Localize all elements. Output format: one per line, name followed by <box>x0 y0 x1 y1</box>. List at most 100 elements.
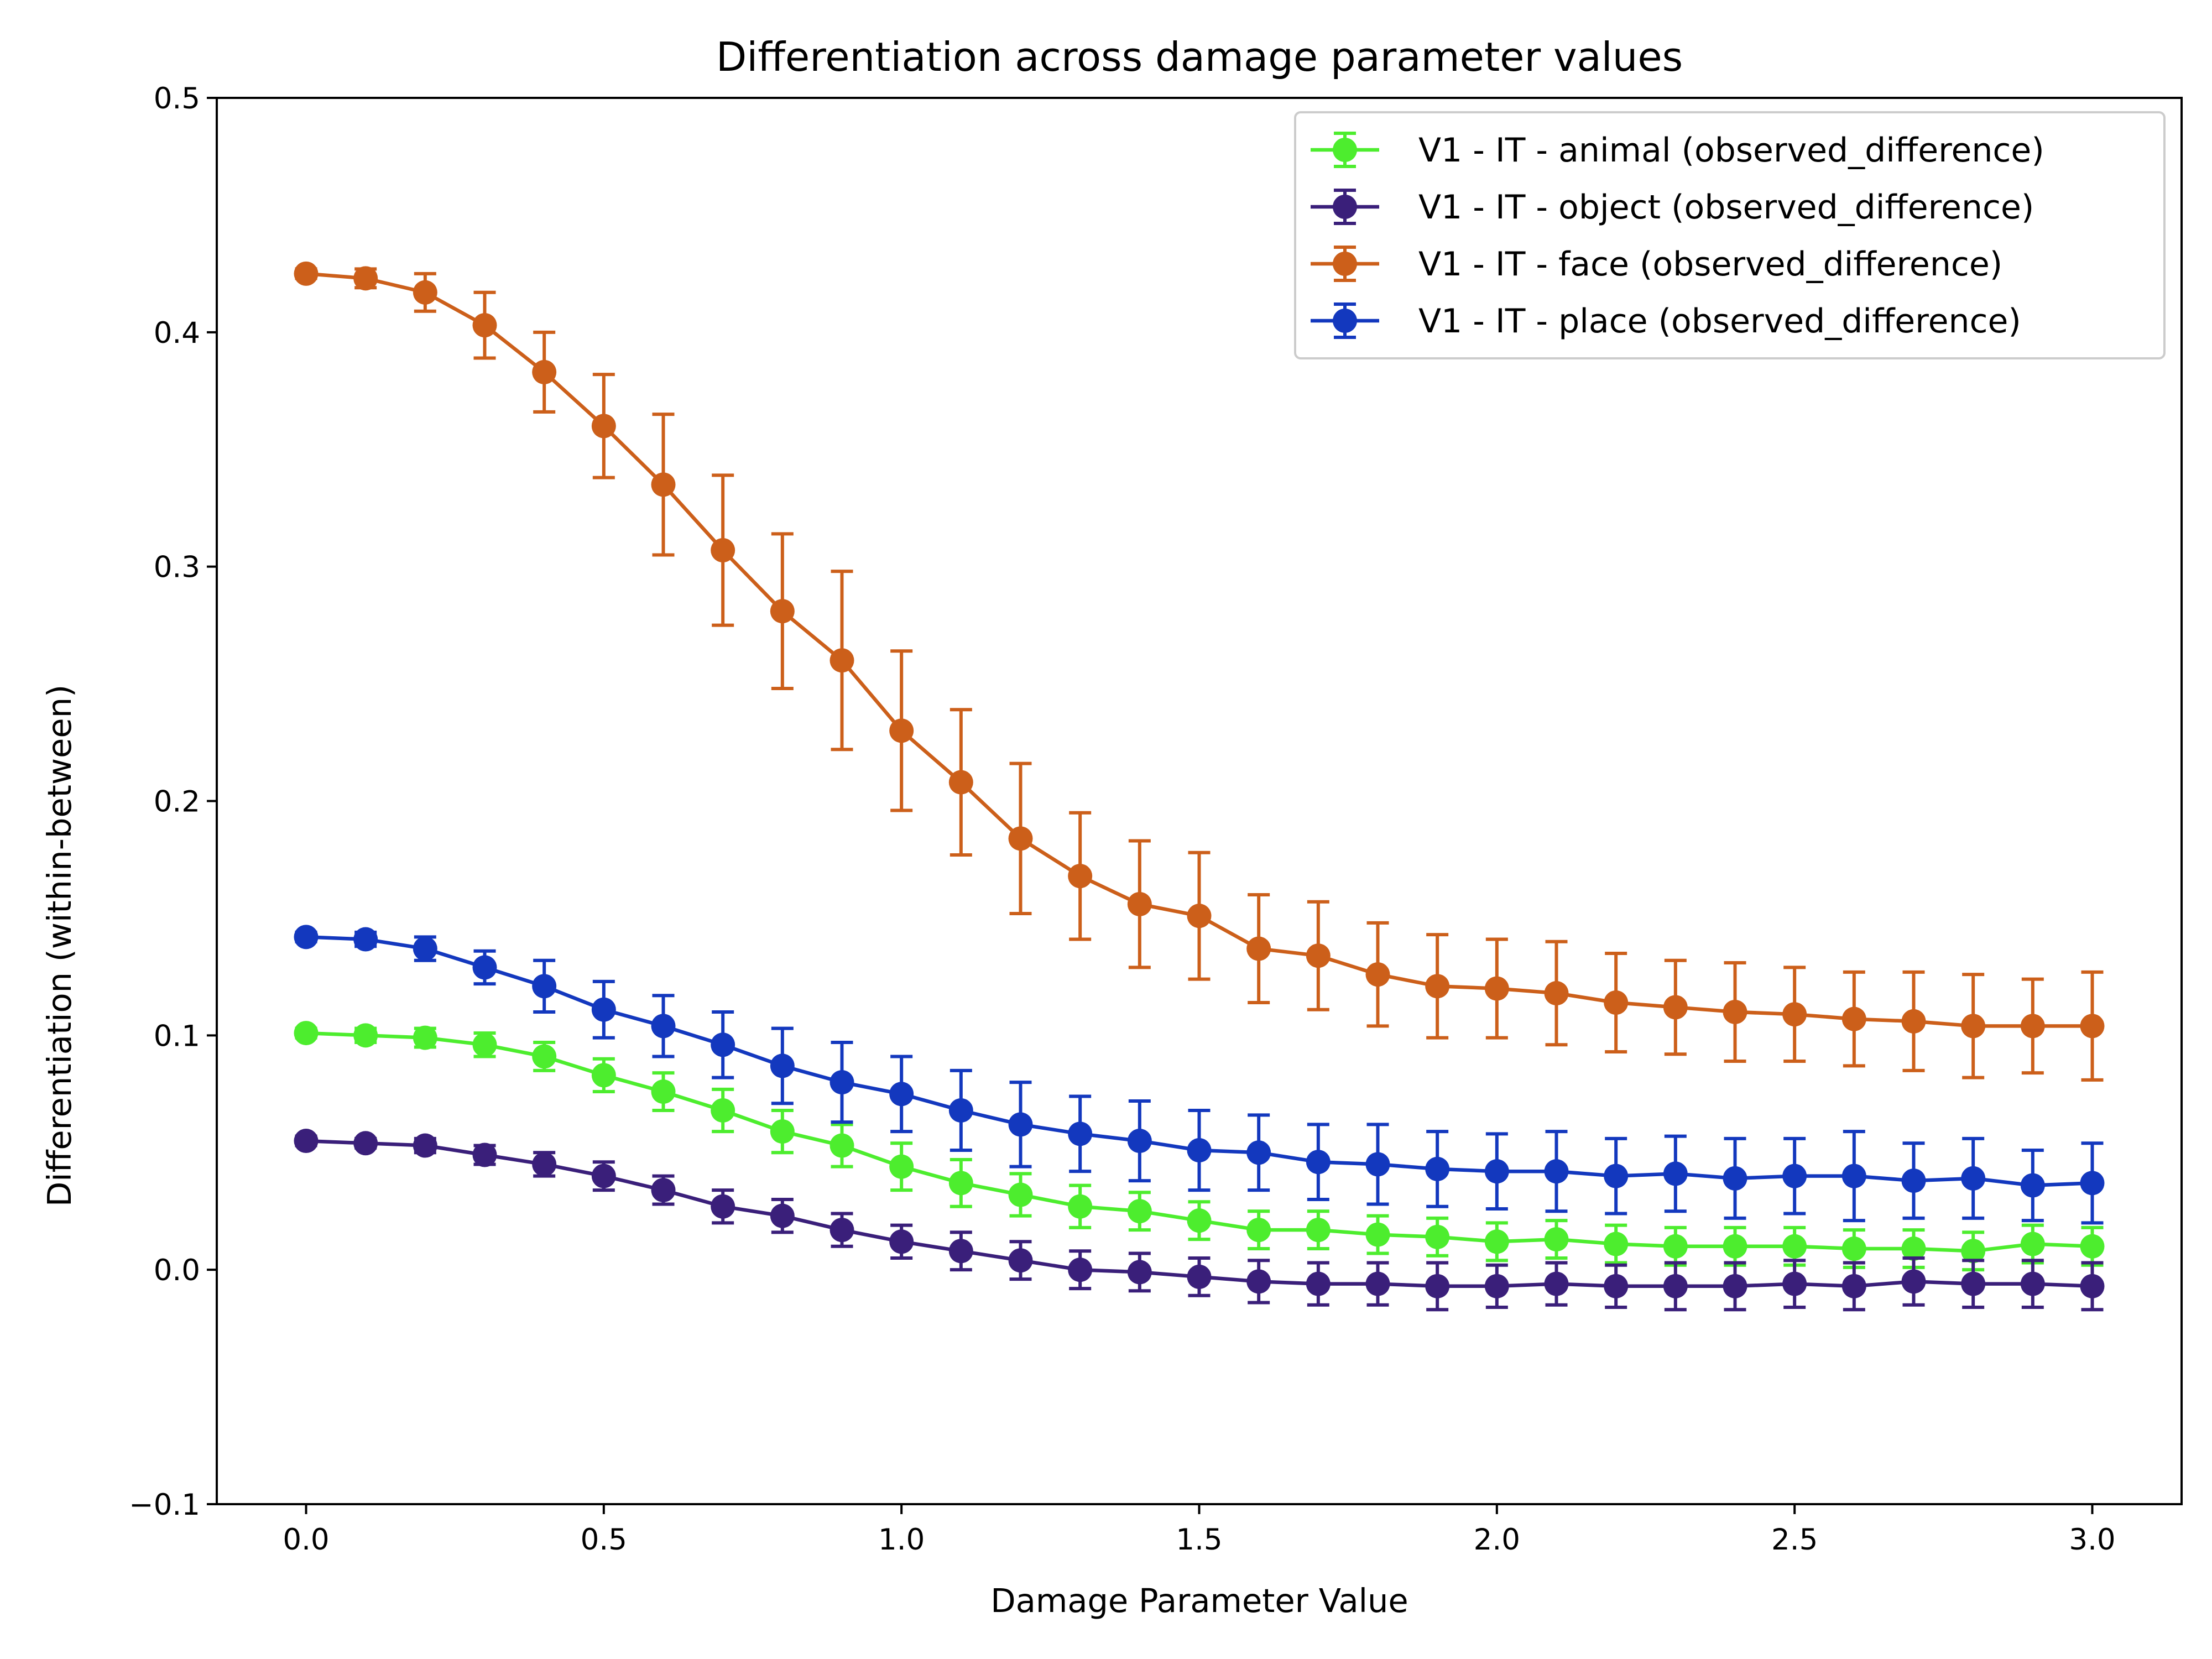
data-point <box>1484 976 1509 1001</box>
x-tick-label: 2.0 <box>1474 1523 1520 1557</box>
data-point <box>1841 1274 1866 1298</box>
data-point <box>353 266 378 291</box>
legend-item: V1 - IT - place (observed_difference) <box>1311 302 2021 341</box>
data-point <box>2080 1234 2105 1259</box>
data-point <box>472 955 497 980</box>
legend-marker <box>1333 138 1357 162</box>
data-point <box>1663 1234 1688 1259</box>
data-point <box>1365 962 1390 987</box>
data-point <box>1365 1222 1390 1247</box>
y-tick-label: 0.0 <box>154 1254 200 1287</box>
data-point <box>1901 1009 1926 1034</box>
series-0 <box>294 1021 2105 1272</box>
data-point <box>1782 1164 1807 1188</box>
data-point <box>1544 981 1569 1006</box>
data-point <box>1306 1150 1331 1175</box>
data-point <box>1901 1269 1926 1294</box>
data-point <box>1604 1274 1629 1298</box>
data-point <box>1961 1166 1986 1191</box>
data-point <box>532 1044 557 1069</box>
x-tick-label: 1.0 <box>878 1523 925 1557</box>
data-point <box>1425 1224 1450 1249</box>
data-point <box>1723 1234 1747 1259</box>
data-point <box>294 1021 319 1046</box>
data-point <box>1841 1237 1866 1261</box>
data-point <box>1841 1006 1866 1031</box>
data-point <box>711 538 735 562</box>
data-point <box>1127 1199 1152 1224</box>
data-point <box>294 1129 319 1154</box>
data-point <box>1544 1271 1569 1296</box>
legend-label: V1 - IT - object (observed_difference) <box>1418 188 2034 227</box>
data-point <box>1425 1274 1450 1298</box>
data-point <box>1008 826 1033 851</box>
plot-area <box>294 261 2105 1312</box>
data-point <box>294 925 319 950</box>
data-point <box>472 1032 497 1057</box>
data-point <box>948 1171 973 1196</box>
data-point <box>1782 1234 1807 1259</box>
data-point <box>830 1218 854 1243</box>
data-point <box>1484 1229 1509 1254</box>
data-point <box>1068 1121 1093 1146</box>
data-point <box>711 1032 735 1057</box>
data-point <box>1841 1164 1866 1188</box>
data-point <box>1961 1271 1986 1296</box>
data-point <box>1961 1239 1986 1264</box>
data-point <box>1306 1218 1331 1243</box>
data-point <box>1425 1156 1450 1181</box>
y-tick-label: 0.2 <box>154 785 200 819</box>
data-point <box>770 599 795 624</box>
data-point <box>1127 891 1152 916</box>
data-point <box>1246 1269 1271 1294</box>
legend-label: V1 - IT - animal (observed_difference) <box>1418 131 2044 170</box>
data-point <box>1604 990 1629 1015</box>
data-point <box>2020 1232 2045 1256</box>
data-point <box>1008 1182 1033 1207</box>
data-point <box>770 1053 795 1078</box>
data-point <box>1723 1166 1747 1191</box>
chart-title: Differentiation across damage parameter … <box>716 34 1683 80</box>
data-point <box>1246 936 1271 961</box>
data-point <box>591 1164 616 1188</box>
y-tick-label: −0.1 <box>129 1488 200 1522</box>
legend-item: V1 - IT - animal (observed_difference) <box>1311 131 2044 170</box>
legend-marker <box>1333 252 1357 276</box>
data-point <box>830 648 854 673</box>
data-point <box>1246 1140 1271 1165</box>
data-point <box>1663 1274 1688 1298</box>
data-point <box>1782 1271 1807 1296</box>
data-point <box>1663 1161 1688 1186</box>
data-point <box>353 1023 378 1048</box>
data-point <box>1068 1194 1093 1219</box>
data-point <box>532 1152 557 1177</box>
legend-marker <box>1333 195 1357 219</box>
data-point <box>1365 1152 1390 1177</box>
data-point <box>353 927 378 952</box>
data-point <box>2080 1014 2105 1039</box>
data-point <box>1425 974 1450 999</box>
data-point <box>1604 1232 1629 1256</box>
data-point <box>830 1070 854 1095</box>
y-tick-label: 0.1 <box>154 1019 200 1053</box>
data-point <box>294 261 319 286</box>
data-point <box>1723 999 1747 1024</box>
data-point <box>472 1142 497 1167</box>
data-point <box>1544 1227 1569 1252</box>
data-point <box>1901 1237 1926 1261</box>
data-point <box>1068 864 1093 889</box>
data-point <box>2080 1274 2105 1298</box>
data-point <box>711 1098 735 1123</box>
y-tick-label: 0.5 <box>154 82 200 116</box>
legend: V1 - IT - animal (observed_difference) V1… <box>1294 111 2166 359</box>
x-tick-label: 2.5 <box>1771 1523 1818 1557</box>
data-point <box>1306 1271 1331 1296</box>
data-point <box>413 280 437 305</box>
x-axis-label: Damage Parameter Value <box>990 1582 1408 1620</box>
legend-box <box>1294 111 2166 359</box>
data-point <box>413 936 437 961</box>
data-point <box>2020 1271 2045 1296</box>
y-tick-label: 0.3 <box>154 551 200 585</box>
data-point <box>1484 1159 1509 1184</box>
